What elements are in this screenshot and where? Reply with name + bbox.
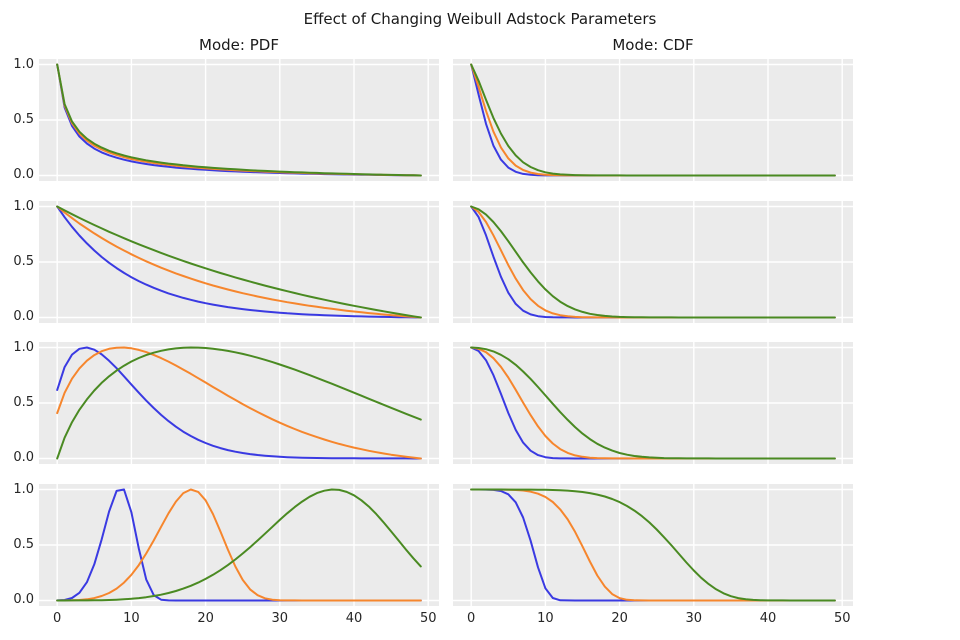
curve-cdf-shape-1-scale=40 — [470, 205, 836, 319]
y-tick-label: 0.5 — [13, 537, 34, 552]
y-tick-label: 0.0 — [13, 592, 34, 608]
curve-pdf-shape-0.5-scale=40 — [56, 63, 422, 177]
subplot-column-title-cdf: Mode: CDF — [612, 36, 694, 54]
curve-pdf-shape-5-scale=40 — [56, 488, 422, 602]
plot-area-cdf-row2 — [453, 201, 853, 323]
curve-pdf-shape-5-scale=20 — [56, 488, 422, 602]
x-tick-label-pdf: 30 — [271, 611, 289, 626]
x-tick-label-cdf: 20 — [611, 611, 628, 626]
y-tick-label: 1.0 — [13, 481, 34, 497]
subplot-pdf-shape-5 — [39, 484, 439, 606]
x-tick-label-cdf: 30 — [685, 611, 703, 626]
figure-title: Effect of Changing Weibull Adstock Param… — [303, 10, 657, 28]
subplot-pdf-shape-1 — [39, 201, 439, 323]
x-tick-label-pdf: 10 — [123, 611, 140, 626]
x-tick-label-cdf: 40 — [759, 611, 777, 626]
curve-pdf-shape-1-scale=10 — [56, 205, 422, 319]
curve-pdf-shape-1.5-scale=20 — [56, 346, 422, 460]
x-tick-label-cdf: 50 — [833, 611, 851, 626]
y-tick-label: 0.0 — [13, 167, 34, 183]
y-tick-label: 1.0 — [13, 339, 34, 355]
x-tick-label-pdf: 0 — [53, 611, 62, 626]
curve-cdf-shape-5-scale=40 — [470, 488, 836, 602]
x-tick-label-cdf: 10 — [537, 611, 554, 626]
y-tick-label: 0.0 — [13, 450, 34, 466]
curve-pdf-shape-1-scale=40 — [56, 205, 422, 319]
y-tick-label: 0.5 — [13, 254, 34, 269]
plot-area-pdf-row1 — [39, 59, 439, 181]
subplot-pdf-shape-1.5 — [39, 342, 439, 464]
x-tick-label-cdf: 0 — [467, 611, 476, 626]
y-tick-label: 0.5 — [13, 395, 34, 410]
x-tick-label-pdf: 40 — [345, 611, 363, 626]
plot-area-cdf-row1 — [453, 59, 853, 181]
y-tick-label: 1.0 — [13, 198, 34, 214]
subplot-cdf-shape-5 — [453, 484, 853, 606]
subplot-cdf-shape-1.5 — [453, 342, 853, 464]
y-tick-label: 0.5 — [13, 112, 34, 127]
subplot-pdf-shape-0.5 — [39, 59, 439, 181]
subplot-cdf-shape-1 — [453, 201, 853, 323]
x-tick-label-pdf: 20 — [197, 611, 214, 626]
curve-cdf-shape-0.5-scale=40 — [470, 63, 836, 177]
curve-pdf-shape-1.5-scale=40 — [56, 346, 422, 460]
plot-area-cdf-row4 — [453, 484, 853, 606]
y-tick-label: 0.0 — [13, 309, 34, 325]
curve-cdf-shape-1.5-scale=40 — [470, 346, 836, 460]
plot-area-cdf-row3 — [453, 342, 853, 464]
plot-area-pdf-row4 — [39, 484, 439, 606]
curve-pdf-shape-1-scale=20 — [56, 205, 422, 319]
subplot-column-title-pdf: Mode: PDF — [199, 36, 279, 54]
y-tick-label: 1.0 — [13, 56, 34, 72]
subplot-cdf-shape-0.5 — [453, 59, 853, 181]
plot-area-pdf-row2 — [39, 201, 439, 323]
x-tick-label-pdf: 50 — [419, 611, 437, 626]
plot-area-pdf-row3 — [39, 342, 439, 464]
